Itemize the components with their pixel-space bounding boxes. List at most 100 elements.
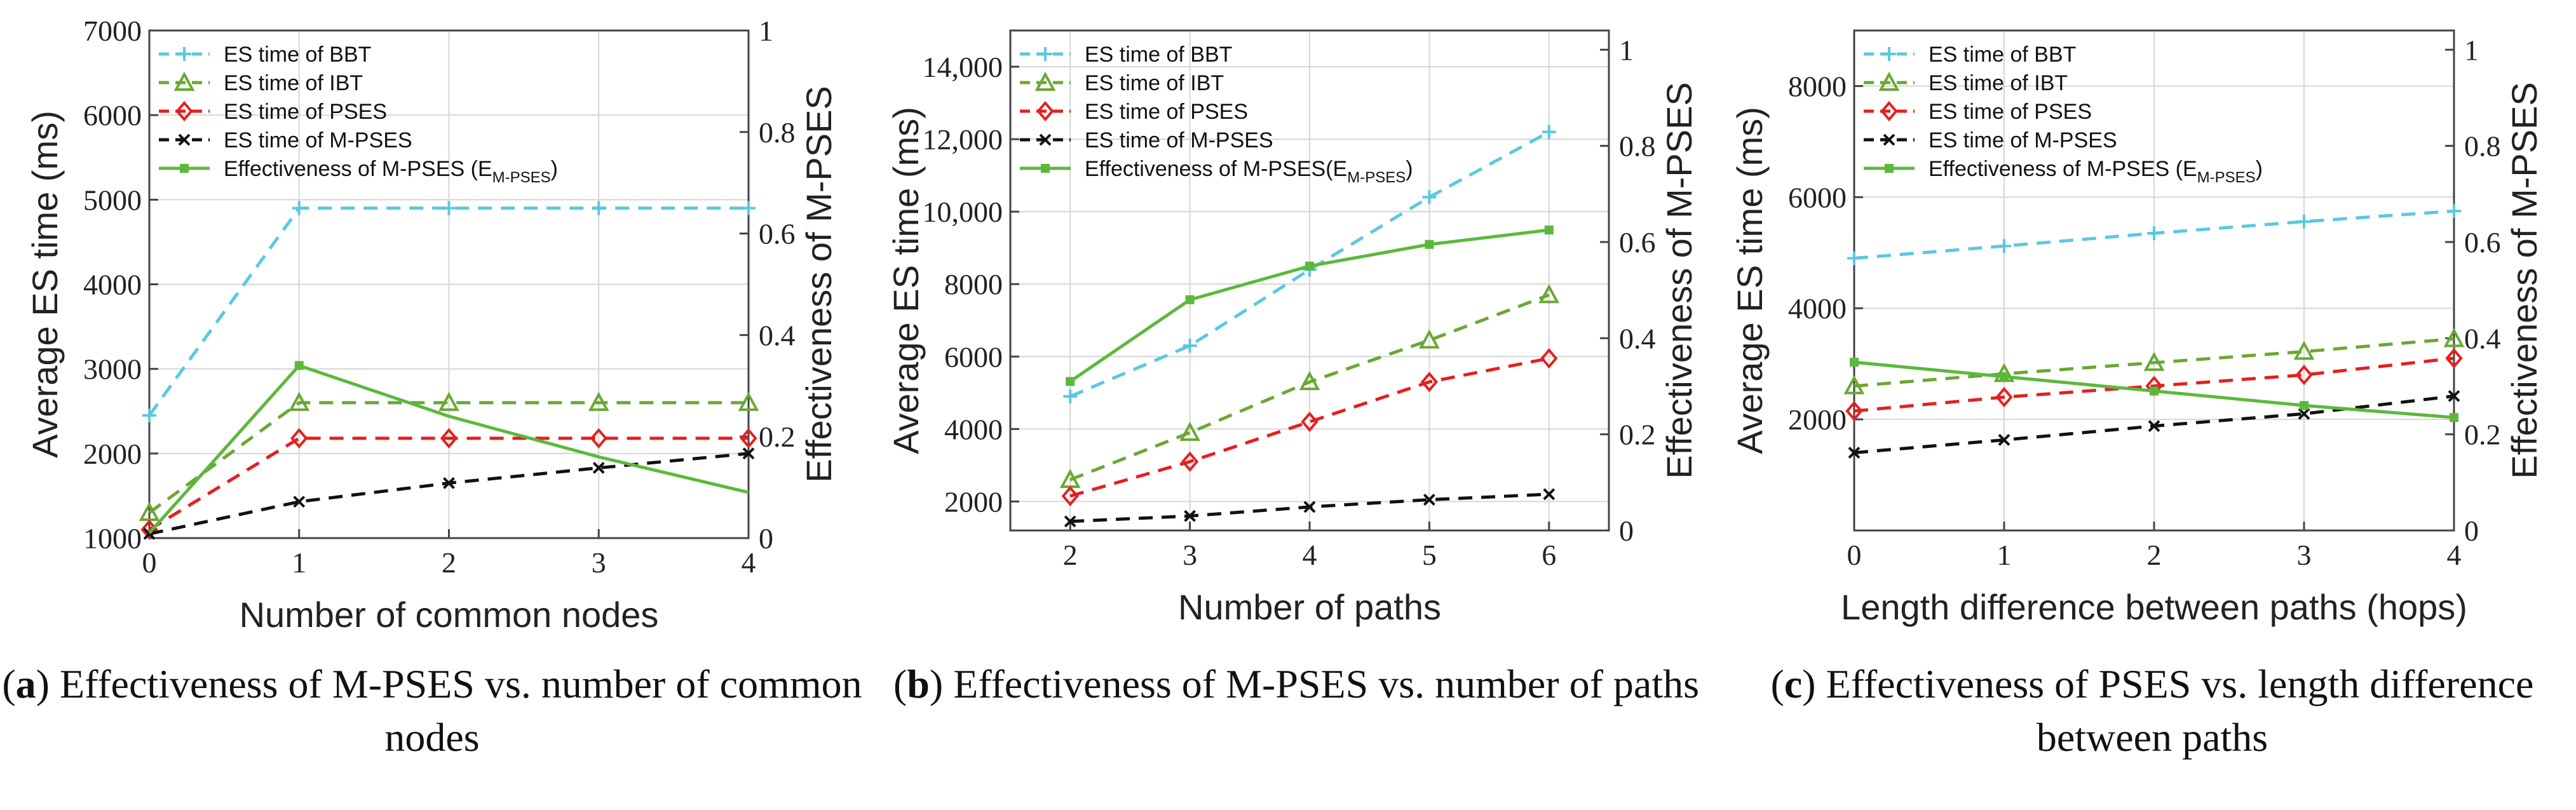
x-tick-label: 3	[1183, 539, 1197, 571]
legend-marker	[173, 71, 195, 91]
legend-label: ES time of M-PSES	[224, 128, 412, 152]
legend-marker	[180, 164, 189, 173]
y-axis-label: Average ES time (ms)	[25, 111, 65, 458]
y-tick-label: 6000	[1788, 181, 1847, 213]
data-point	[1185, 295, 1195, 304]
data-point	[2450, 413, 2458, 422]
data-point	[288, 391, 310, 411]
y2-tick-label: 0.6	[1619, 226, 1656, 259]
y2-tick-label: 0	[2464, 515, 2479, 547]
data-point	[2447, 204, 2461, 219]
y2-tick-label: 0.2	[2464, 419, 2501, 451]
data-point	[2445, 348, 2463, 369]
data-point	[592, 201, 606, 215]
legend-marker	[1878, 71, 1900, 91]
series-line	[148, 401, 749, 515]
series-x	[143, 447, 755, 540]
x-tick-label: 0	[1847, 539, 1862, 571]
data-point	[1425, 240, 1434, 249]
y2-tick-label: 1	[759, 15, 773, 47]
legend-label: ES time of BBT	[224, 43, 371, 67]
data-point	[2000, 372, 2009, 381]
legend-subscript: M-PSES	[1347, 169, 1406, 186]
data-point	[292, 201, 306, 215]
legend-label: ES time of IBT	[224, 71, 363, 95]
legend-label: Effectiveness of M-PSES(EM-PSES)	[1085, 157, 1413, 186]
y2-tick-label: 0.8	[1619, 130, 1656, 163]
data-point	[738, 391, 759, 411]
caption-b: (b) Effectiveness of M-PSES vs. number o…	[893, 661, 1699, 706]
x-axis-label: Number of paths	[1178, 587, 1441, 627]
x-tick-label: 5	[1422, 539, 1437, 571]
legend-label: Effectiveness of M-PSES (EM-PSES)	[1929, 157, 2263, 186]
legend-marker	[1882, 47, 1896, 61]
data-point	[2293, 341, 2315, 360]
data-point	[1544, 226, 1554, 235]
x-tick-label: 4	[2447, 539, 2462, 571]
y-axis-label: Average ES time (ms)	[1730, 107, 1770, 454]
legend-label: ES time of IBT	[1929, 71, 2068, 95]
legend-subscript: M-PSES	[2197, 169, 2256, 186]
x-tick-label: 2	[442, 546, 456, 579]
x-axis-label: Length difference between paths (hops)	[1841, 587, 2467, 627]
data-point	[293, 496, 306, 508]
y2-tick-label: 0.8	[2464, 130, 2501, 163]
data-point	[2298, 407, 2310, 420]
y-tick-label: 6000	[83, 99, 142, 132]
x-tick-label: 6	[1542, 539, 1556, 571]
x-tick-label: 1	[1997, 539, 2012, 571]
data-point	[1995, 387, 2013, 408]
legend-marker	[178, 133, 191, 146]
data-point	[294, 361, 304, 370]
y-tick-label: 8000	[944, 268, 1003, 300]
y2-tick-label: 0.6	[2464, 226, 2501, 259]
legend-marker	[1885, 164, 1894, 173]
legend-label: ES time of PSES	[1085, 100, 1248, 124]
series-x	[1064, 488, 1556, 528]
caption-a: (a) Effectiveness of M-PSES vs. number o…	[2, 661, 862, 760]
legend-label: ES time of BBT	[1929, 43, 2076, 67]
legend: ES time of BBT ES time of IBT ES time of P…	[1020, 43, 1413, 186]
legend-subscript: M-PSES	[492, 169, 551, 186]
data-point	[1183, 339, 1197, 353]
y-tick-label: 8000	[1788, 70, 1847, 102]
y2-tick-label: 0.4	[2464, 322, 2501, 354]
data-point	[592, 462, 605, 474]
data-point	[1850, 358, 1859, 367]
data-point	[1305, 261, 1314, 271]
x-tick-label: 3	[592, 546, 606, 579]
x-tick-label: 2	[2147, 539, 2162, 571]
data-point	[1543, 488, 1556, 501]
y2-tick-label: 0.4	[759, 319, 796, 351]
legend-marker	[1880, 100, 1898, 122]
y2-tick-label: 1	[1619, 34, 1634, 66]
legend-marker	[1883, 133, 1895, 146]
y-tick-label: 2000	[944, 485, 1003, 518]
chart-c: 0 1 2 3 4 2000 4000 6000 8000 0 0.2 0.4 0.6 0.8 1 Lengt…	[1730, 29, 2544, 627]
data-point	[2147, 226, 2161, 241]
data-point	[443, 477, 455, 489]
data-point	[290, 428, 308, 449]
y-axis-label: Average ES time (ms)	[886, 107, 926, 454]
data-point	[1061, 485, 1079, 506]
data-point	[1845, 400, 1863, 422]
series-diamond	[1845, 348, 2463, 422]
data-point	[2150, 386, 2159, 396]
y2-tick-label: 0	[759, 522, 773, 555]
x-tick-label: 4	[742, 546, 756, 579]
series-line	[1854, 356, 2455, 413]
data-point	[1303, 501, 1316, 513]
data-point	[1299, 370, 1320, 391]
legend-suffix: )	[2256, 157, 2263, 181]
y-tick-label: 4000	[1788, 292, 1847, 325]
legend-label: ES time of PSES	[1929, 100, 2092, 124]
series-square	[1066, 226, 1554, 386]
y2-tick-label: 0.2	[1619, 419, 1656, 451]
data-point	[1542, 125, 1556, 139]
y-tick-label: 2000	[83, 438, 142, 470]
data-point	[742, 201, 756, 215]
y-tick-label: 6000	[944, 341, 1003, 373]
data-point	[1998, 434, 2010, 446]
series-x	[1848, 389, 2460, 459]
